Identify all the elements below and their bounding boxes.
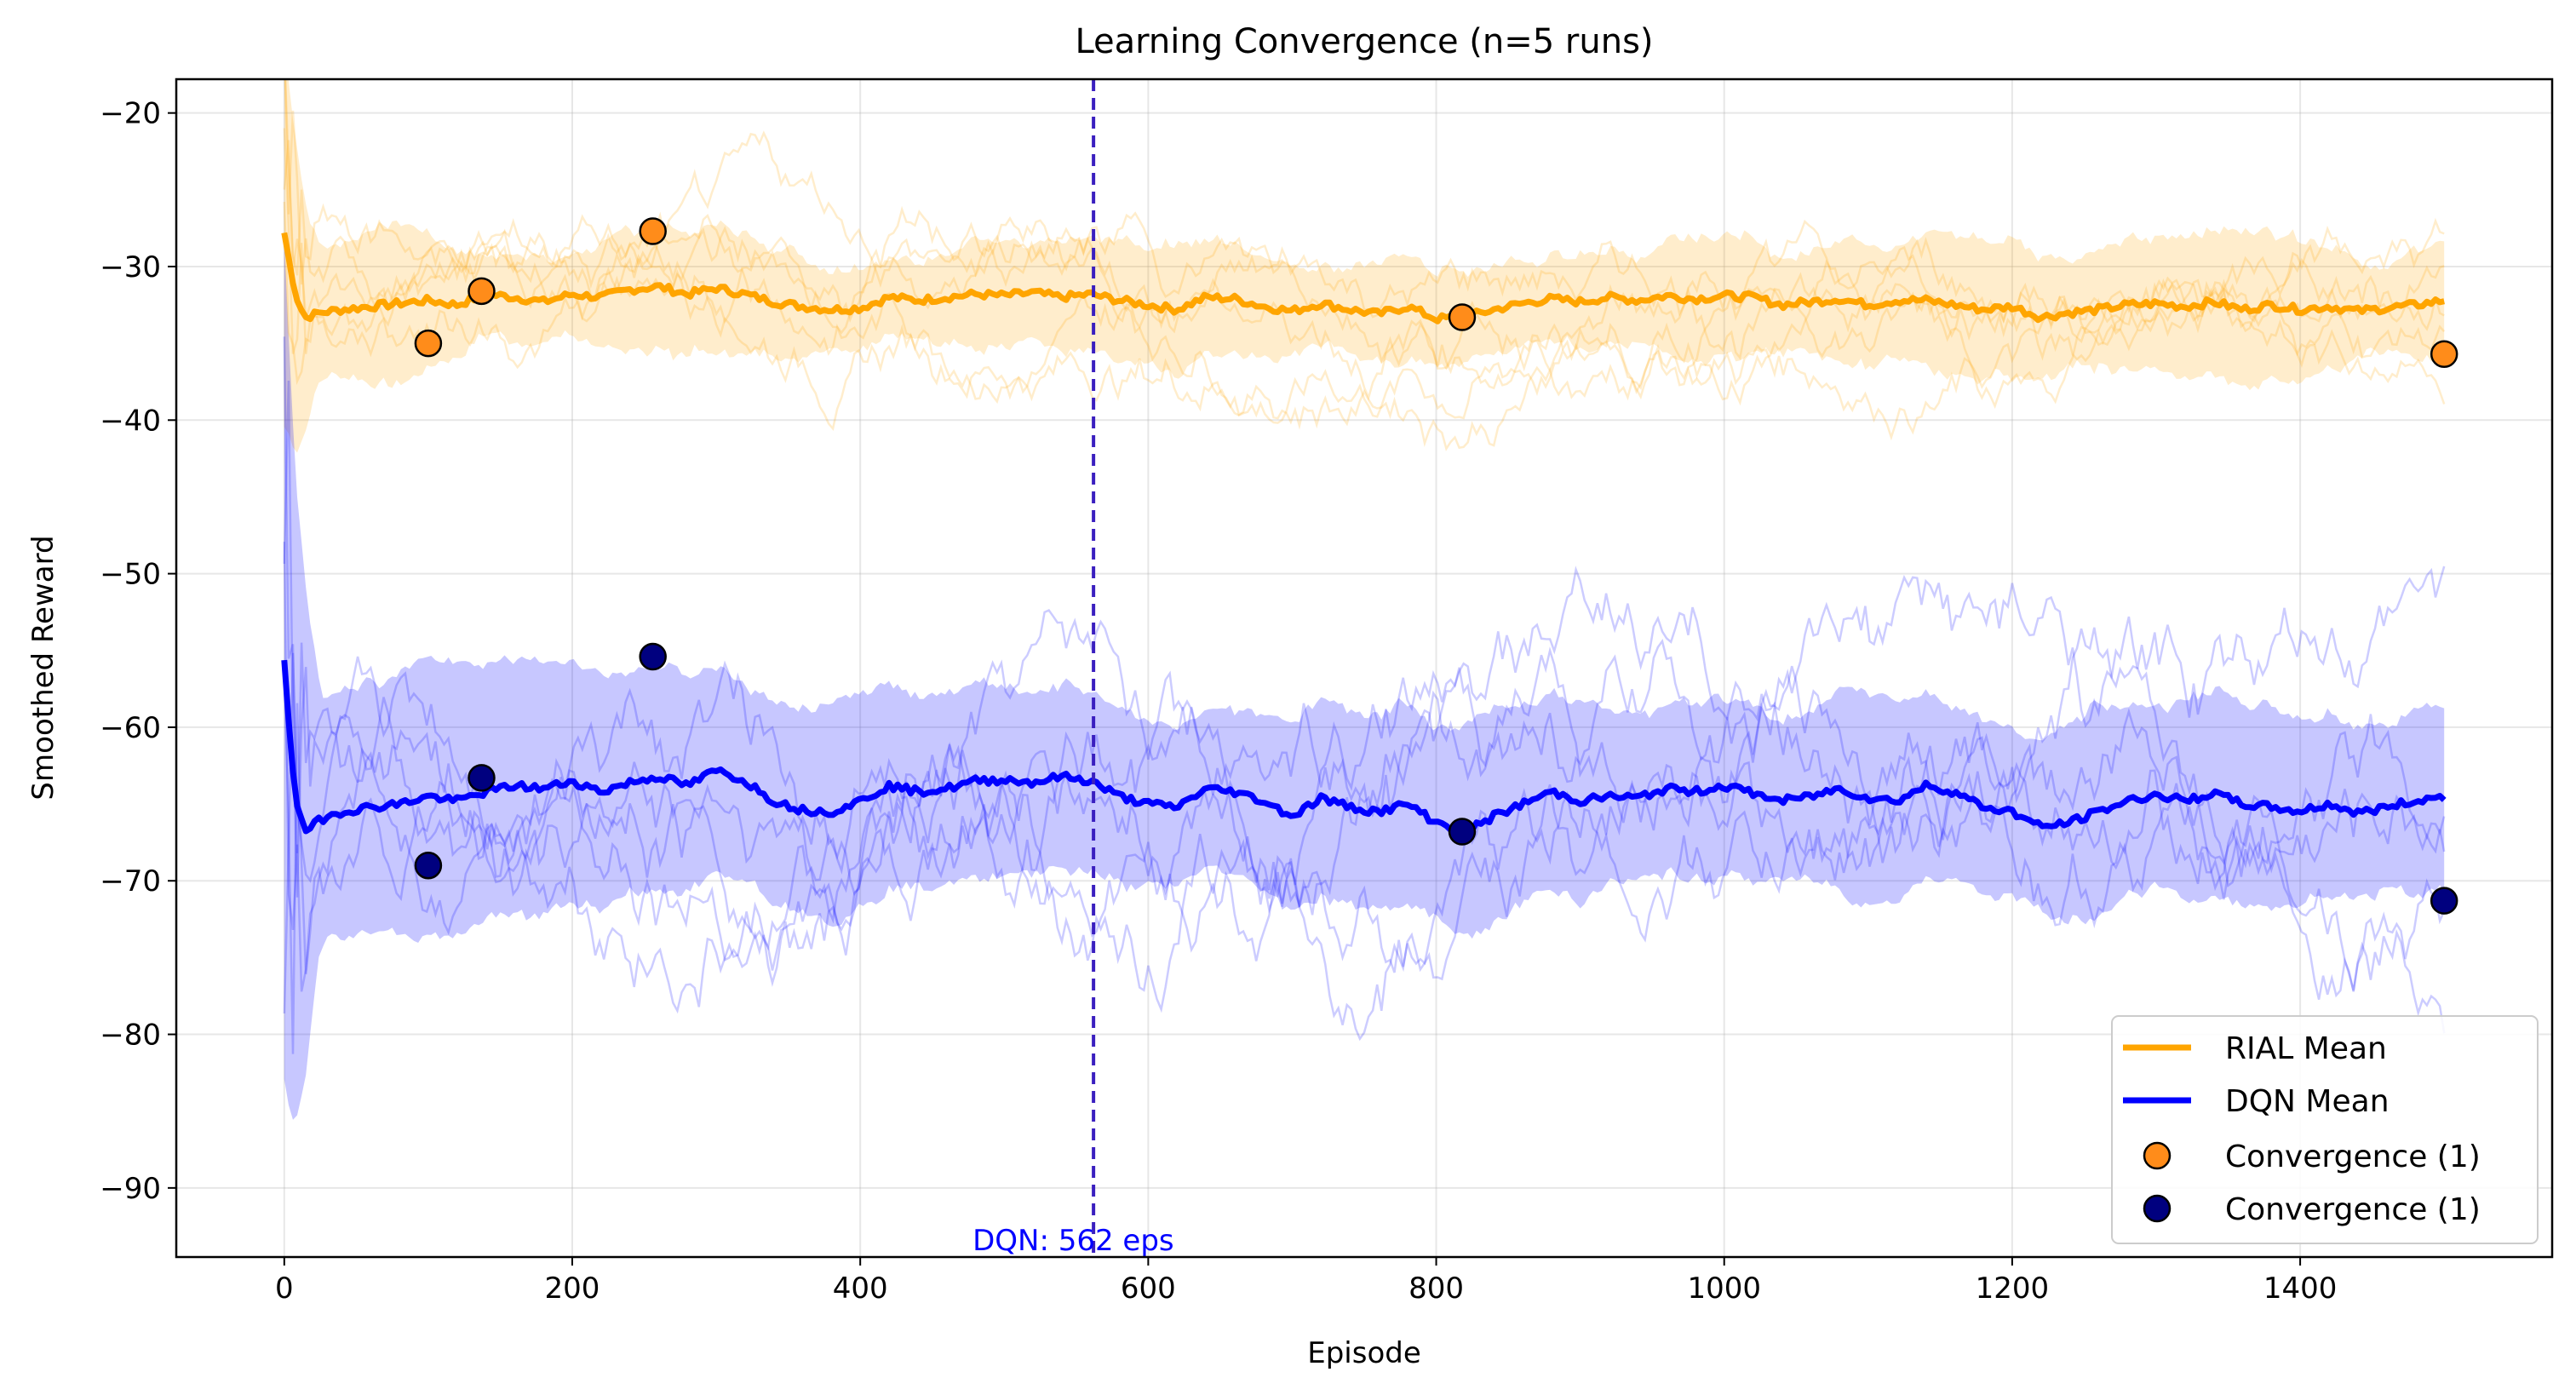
- dqn-convergence-marker: [639, 642, 667, 671]
- grid-lines: [176, 79, 2552, 1257]
- x-tick-label: 600: [1121, 1272, 1176, 1306]
- y-tick-label: −20: [100, 97, 161, 131]
- x-tick-label: 1400: [2263, 1272, 2338, 1306]
- y-tick-label: −60: [100, 711, 161, 745]
- dqn-run-line: [283, 336, 2446, 962]
- x-axis-ticks: 0 200 400 600 800 1000 1200 1400: [275, 1257, 2337, 1306]
- legend: RIAL Mean DQN Mean Convergence (1) Conve…: [2111, 1015, 2539, 1244]
- rial-run-line: [284, 79, 2445, 451]
- legend-swatch-rial-convergence: [2143, 1141, 2172, 1170]
- convergence-markers: [414, 217, 2458, 915]
- dqn-mean-line: [281, 659, 2447, 835]
- rial-convergence-marker: [2430, 340, 2458, 369]
- plot-frame: [175, 78, 2554, 1259]
- y-tick-label: −30: [100, 250, 161, 284]
- y-tick-label: −40: [100, 404, 161, 438]
- y-tick-label: −50: [100, 558, 161, 592]
- dqn-convergence-marker: [1448, 818, 1477, 846]
- dqn-run-line: [283, 565, 2446, 1054]
- rial-convergence-marker: [414, 329, 443, 358]
- y-axis-ticks: −20 −30 −40 −50 −60 −70 −80 −90: [100, 97, 176, 1206]
- rial-run-line: [283, 128, 2446, 441]
- dqn-convergence-marker: [468, 764, 496, 792]
- rial-convergence-marker: [468, 277, 496, 306]
- x-tick-label: 1200: [1976, 1272, 2050, 1306]
- dqn-convergence-marker: [2430, 887, 2458, 915]
- variance-bands: [284, 79, 2445, 1120]
- dqn-convergence-label: DQN: 562 eps: [972, 1224, 1174, 1258]
- legend-label-rial-mean: RIAL Mean: [2225, 1031, 2387, 1066]
- x-tick-label: 1000: [1687, 1272, 1761, 1306]
- rial-run-line: [284, 79, 2446, 410]
- rial-mean-line: [281, 232, 2446, 324]
- rial-variance-band: [284, 79, 2445, 453]
- rial-run-line: [283, 201, 2445, 386]
- dqn-convergence-marker: [414, 851, 443, 880]
- x-tick-label: 200: [545, 1272, 600, 1306]
- legend-label-dqn-convergence: Convergence (1): [2225, 1192, 2481, 1227]
- threshold-line-group: DQN: 562 eps: [972, 79, 1174, 1258]
- legend-label-rial-convergence: Convergence (1): [2225, 1140, 2481, 1174]
- dqn-variance-band: [284, 241, 2445, 1120]
- dqn-run-line: [283, 380, 2446, 938]
- dqn-run-line: [283, 609, 2446, 1042]
- legend-box: [2111, 1015, 2539, 1244]
- y-tick-label: −80: [100, 1019, 161, 1053]
- y-tick-label: −70: [100, 864, 161, 898]
- y-tick-label: −90: [100, 1172, 161, 1206]
- x-tick-label: 400: [833, 1272, 888, 1306]
- legend-label-dqn-mean: DQN Mean: [2225, 1084, 2390, 1119]
- y-axis-label: Smoothed Reward: [26, 535, 60, 800]
- x-tick-label: 0: [275, 1272, 294, 1306]
- chart-title: Learning Convergence (n=5 runs): [1075, 22, 1653, 61]
- x-axis-label: Episode: [1307, 1336, 1421, 1370]
- legend-swatch-dqn-convergence: [2143, 1194, 2172, 1223]
- mean-lines: [281, 232, 2447, 835]
- rial-convergence-marker: [639, 217, 667, 245]
- x-tick-label: 800: [1408, 1272, 1464, 1306]
- rial-convergence-marker: [1448, 303, 1477, 331]
- dqn-run-line: [283, 542, 2446, 1034]
